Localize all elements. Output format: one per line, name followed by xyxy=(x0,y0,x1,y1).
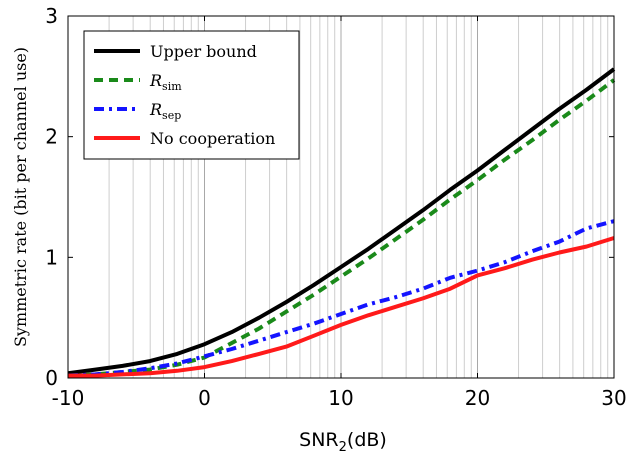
legend-label: Rsep xyxy=(149,100,181,122)
x-tick-label: 10 xyxy=(328,386,353,410)
y-tick-label: 1 xyxy=(45,245,58,269)
legend-label-sub: sep xyxy=(162,109,181,122)
series-lines xyxy=(67,67,616,378)
x-tick-label: 20 xyxy=(465,386,490,410)
y-axis-title: Symmetric rate (bit per channel use) xyxy=(11,47,30,347)
series-line xyxy=(68,236,615,378)
y-tick-label: 2 xyxy=(45,125,58,149)
legend-label-sub: sim xyxy=(162,80,182,93)
legend-label-base: R xyxy=(149,71,162,90)
x-tick-label: 30 xyxy=(601,386,626,410)
x-tick-label: 0 xyxy=(198,386,211,410)
x-axis-title: SNR2(dB) xyxy=(299,429,387,453)
series-line xyxy=(67,78,616,378)
x-axis-title-unit: (dB) xyxy=(347,429,387,451)
series-line xyxy=(67,219,615,378)
x-tick-label: -10 xyxy=(52,386,85,410)
legend-label-base: R xyxy=(149,100,162,119)
legend-label: No cooperation xyxy=(150,129,275,148)
x-axis-title-main: SNR xyxy=(299,429,338,451)
axis-ticks xyxy=(67,15,615,379)
legend-label: Upper bound xyxy=(150,42,257,61)
y-tick-label: 3 xyxy=(45,4,58,28)
x-axis-title-sub: 2 xyxy=(339,440,347,453)
series-line xyxy=(67,67,616,376)
y-tick-label: 0 xyxy=(45,366,58,390)
legend-label: Rsim xyxy=(149,71,182,93)
